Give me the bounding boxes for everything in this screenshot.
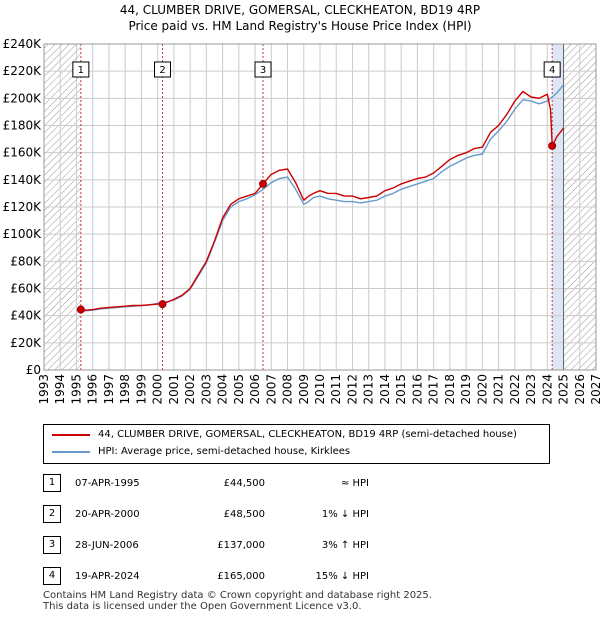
- footer-attribution: Contains HM Land Registry data © Crown c…: [43, 590, 432, 612]
- sale-date: 07-APR-1995: [75, 478, 140, 489]
- x-tick-label: 2026: [573, 374, 587, 405]
- x-tick-label: 2005: [232, 374, 246, 405]
- y-tick-label: £80K: [10, 254, 42, 268]
- plot-frame: [43, 43, 597, 371]
- sale-3-point: [259, 179, 268, 188]
- sale-2-label: 2: [159, 65, 165, 76]
- sale-number-badge: 2: [43, 505, 61, 523]
- sale-hpi-comparison: 3% ↑ HPI: [321, 540, 369, 551]
- x-tick-label: 2013: [362, 374, 376, 405]
- x-tick-label: 1994: [53, 374, 67, 405]
- sale-number-badge: 4: [43, 567, 61, 585]
- sale-price: £48,500: [223, 509, 265, 520]
- x-tick-label: 2015: [394, 374, 408, 405]
- sale-hpi-comparison: ≈ HPI: [340, 478, 369, 489]
- x-tick-label: 1998: [118, 374, 132, 405]
- sale-hpi-comparison: 15% ↓ HPI: [315, 571, 369, 582]
- y-tick-label: £220K: [3, 64, 43, 78]
- x-tick-label: 2027: [589, 374, 600, 405]
- y-tick-label: £240K: [3, 37, 43, 51]
- price-chart: £0 £20K £40K £60K £80K £100K £120K £140K £160K £1…: [3, 37, 600, 405]
- y-tick-label: £0: [26, 363, 41, 377]
- sale-row: 3 28-JUN-2006 £137,000 3% ↑ HPI: [43, 536, 563, 554]
- x-tick-label: 2020: [475, 374, 489, 405]
- x-tick-label: 2008: [281, 374, 295, 405]
- legend: 44, CLUMBER DRIVE, GOMERSAL, CLECKHEATON…: [43, 424, 550, 464]
- sale-price: £165,000: [217, 571, 265, 582]
- x-tick-label: 2009: [297, 374, 311, 405]
- sale-date: 28-JUN-2006: [75, 540, 139, 551]
- x-tick-label: 2007: [264, 374, 278, 405]
- x-tick-label: 2014: [378, 374, 392, 405]
- x-tick-label: 2003: [199, 374, 213, 405]
- x-tick-label: 2018: [443, 374, 457, 405]
- x-tick-label: 1997: [102, 374, 116, 405]
- sale-row: 2 20-APR-2000 £48,500 1% ↓ HPI: [43, 505, 563, 523]
- sale-2-point: [158, 300, 167, 309]
- footer-licence: This data is licensed under the Open Gov…: [43, 601, 362, 612]
- chart-title: 44, CLUMBER DRIVE, GOMERSAL, CLECKHEATON…: [119, 3, 481, 17]
- legend-property-label: 44, CLUMBER DRIVE, GOMERSAL, CLECKHEATON…: [98, 429, 517, 440]
- sale-date: 20-APR-2000: [75, 509, 140, 520]
- legend-hpi-label: HPI: Average price, semi-detached house,…: [98, 446, 351, 457]
- x-tick-label: 2017: [427, 374, 441, 405]
- y-tick-label: £160K: [3, 146, 43, 160]
- sale-row: 1 07-APR-1995 £44,500 ≈ HPI: [43, 474, 563, 492]
- sale-3-label: 3: [260, 65, 266, 76]
- x-tick-label: 2004: [216, 374, 230, 405]
- x-tick-label: 2025: [557, 374, 571, 405]
- x-tick-label: 1999: [134, 374, 148, 405]
- x-tick-label: 2022: [508, 374, 522, 405]
- sale-number-badge: 1: [43, 474, 61, 492]
- sale-1-point: [76, 305, 85, 314]
- y-tick-label: £20K: [10, 336, 42, 350]
- sale-2-box: [154, 61, 172, 78]
- sale-4-label: 4: [549, 65, 555, 76]
- sale-4-box: [543, 61, 561, 78]
- sale-hpi-comparison: 1% ↓ HPI: [321, 509, 369, 520]
- sale-number-badge: 3: [43, 536, 61, 554]
- x-tick-label: 2016: [410, 374, 424, 405]
- x-tick-label: 1993: [37, 374, 51, 405]
- y-tick-label: £60K: [10, 282, 42, 296]
- x-tick-label: 2006: [248, 374, 262, 405]
- legend-property-line: [52, 434, 90, 436]
- y-tick-label: £200K: [3, 91, 43, 105]
- sale-4-point: [548, 141, 557, 150]
- x-tick-label: 2011: [329, 374, 343, 405]
- chart-subtitle: Price paid vs. HM Land Registry's House …: [128, 19, 472, 33]
- footer-copyright: Contains HM Land Registry data © Crown c…: [43, 590, 432, 601]
- sale-date: 19-APR-2024: [75, 571, 140, 582]
- y-tick-label: £140K: [3, 173, 43, 187]
- sale-row: 4 19-APR-2024 £165,000 15% ↓ HPI: [43, 567, 563, 585]
- x-tick-label: 1996: [86, 374, 100, 405]
- x-tick-label: 2012: [345, 374, 359, 405]
- sale-price: £137,000: [217, 540, 265, 551]
- property-price-line: [80, 90, 565, 311]
- x-tick-label: 1995: [69, 374, 83, 405]
- x-tick-label: 2019: [459, 374, 473, 405]
- sale-price: £44,500: [223, 478, 265, 489]
- y-tick-label: £120K: [3, 200, 43, 214]
- y-tick-label: £40K: [10, 309, 42, 323]
- x-tick-label: 2000: [151, 374, 165, 405]
- x-tick-label: 2010: [313, 374, 327, 405]
- legend-hpi-line: [52, 451, 90, 453]
- x-tick-label: 2002: [183, 374, 197, 405]
- sale-1-box: [72, 61, 90, 78]
- x-tick-label: 2024: [540, 374, 554, 405]
- y-tick-label: £100K: [3, 227, 43, 241]
- sale-3-box: [254, 61, 272, 78]
- x-tick-label: 2001: [167, 374, 181, 405]
- x-tick-label: 2021: [492, 374, 506, 405]
- sale-1-label: 1: [78, 65, 84, 76]
- x-tick-label: 2023: [524, 374, 538, 405]
- y-tick-label: £180K: [3, 119, 43, 133]
